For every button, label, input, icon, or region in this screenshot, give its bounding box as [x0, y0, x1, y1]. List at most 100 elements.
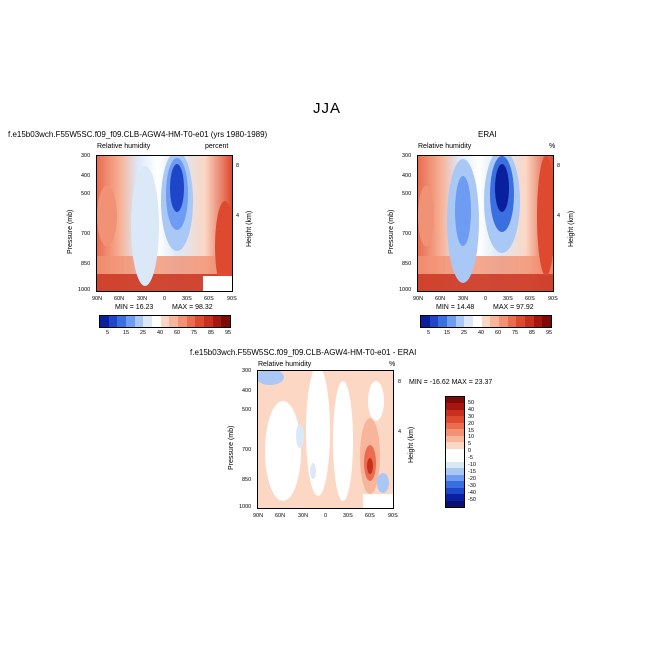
- p1-xtick: 60S: [204, 296, 214, 302]
- panel-obs-title: ERAI: [478, 130, 497, 139]
- panel-model-min: MIN = 16.23: [115, 304, 154, 311]
- p3-xtick: 0: [324, 513, 328, 519]
- panel-model-variable: Relative humidity: [97, 143, 151, 150]
- p3-cb-label: 30: [468, 414, 475, 420]
- p3-cb-label: 10: [468, 434, 475, 440]
- p3-xtick: 60N: [275, 513, 286, 519]
- panel-diff-plot: [257, 370, 394, 509]
- p3-cb-label: -30: [468, 483, 476, 489]
- p3-cb-label: 5: [468, 441, 472, 447]
- panel-obs-colorbar: [420, 315, 552, 328]
- p3-ytick: 700: [242, 447, 252, 453]
- panel-obs-min: MIN = 14.48: [436, 304, 475, 311]
- p1-ytick: 1000: [78, 287, 91, 293]
- p2-xtick: 30N: [458, 296, 469, 302]
- p3-xtick: 90S: [388, 513, 398, 519]
- panel-obs-field: [418, 156, 553, 291]
- p3-cb-label: -10: [468, 462, 476, 468]
- p3-ytick: 1000: [239, 504, 252, 510]
- p3-cb-label: 40: [468, 407, 475, 413]
- p1-xtick: 60N: [114, 296, 125, 302]
- panel-diff-minmax: MIN = -16.62 MAX = 23.37: [409, 379, 493, 386]
- panel-model-ylabel: Pressure (mb): [67, 209, 74, 254]
- p2-y2tick: 4: [557, 213, 561, 219]
- panel-model-field: [97, 156, 232, 291]
- panel-model-plot: [96, 155, 233, 292]
- panel-obs-variable: Relative humidity: [418, 143, 472, 150]
- p1-xtick: 30S: [182, 296, 192, 302]
- panel-obs-ylabel: Pressure (mb): [388, 209, 395, 254]
- p3-y2tick: 8: [398, 379, 402, 385]
- p1-cb-label: 40: [157, 330, 164, 336]
- p1-cb-label: 60: [174, 330, 181, 336]
- p1-xtick: 0: [163, 296, 167, 302]
- p1-cb-label: 15: [123, 330, 130, 336]
- panel-obs-max: MAX = 97.92: [493, 304, 534, 311]
- panel-model-max: MAX = 98.32: [172, 304, 213, 311]
- p2-ytick: 700: [402, 231, 412, 237]
- p3-ytick: 400: [242, 388, 252, 394]
- panel-model-title: f.e15b03wch.F55W5SC.f09_f09.CLB-AGW4-HM-…: [8, 130, 268, 139]
- p2-xtick: 60S: [525, 296, 535, 302]
- p2-ytick: 850: [402, 261, 412, 267]
- panel-model-y2label: Height (km): [246, 210, 253, 247]
- panel-diff-y2label: Height (km): [408, 426, 415, 463]
- p1-cb-label: 85: [208, 330, 215, 336]
- p3-cb-label: 15: [468, 428, 475, 434]
- p3-ytick: 500: [242, 407, 252, 413]
- p2-xtick: 30S: [503, 296, 513, 302]
- p3-xtick: 30N: [298, 513, 309, 519]
- p3-cb-label: 20: [468, 421, 475, 427]
- p1-y2tick: 8: [236, 163, 240, 169]
- p3-cb-label: -15: [468, 469, 476, 475]
- p2-xtick: 90N: [413, 296, 424, 302]
- p2-cb-label: 25: [461, 330, 468, 336]
- p3-cb-label: -40: [468, 490, 476, 496]
- p1-ytick: 850: [81, 261, 91, 267]
- panel-diff-variable: Relative humidity: [258, 361, 312, 368]
- panel-model-units: percent: [205, 143, 229, 150]
- p2-xtick: 90S: [548, 296, 558, 302]
- panel-diff-title: f.e15b03wch.F55W5SC.f09_f09.CLB-AGW4-HM-…: [190, 348, 417, 357]
- p3-ytick: 300: [242, 368, 252, 374]
- p2-ytick: 1000: [399, 287, 412, 293]
- p1-xtick: 30N: [137, 296, 148, 302]
- p3-y2tick: 4: [398, 429, 402, 435]
- p2-cb-label: 5: [427, 330, 431, 336]
- p1-y2tick: 4: [236, 213, 240, 219]
- p2-xtick: 60N: [435, 296, 446, 302]
- panel-obs-units: %: [549, 143, 556, 150]
- p1-ytick: 700: [81, 231, 91, 237]
- panel-obs-y2label: Height (km): [568, 210, 575, 247]
- p2-ytick: 400: [402, 173, 412, 179]
- p1-cb-label: 5: [106, 330, 110, 336]
- p1-ytick: 400: [81, 173, 91, 179]
- p3-xtick: 30S: [343, 513, 353, 519]
- p3-xtick: 60S: [365, 513, 375, 519]
- p1-cb-label: 25: [140, 330, 147, 336]
- p1-cb-label: 95: [225, 330, 232, 336]
- p2-cb-label: 15: [444, 330, 451, 336]
- panel-model-colorbar: [99, 315, 231, 328]
- p3-ytick: 850: [242, 477, 252, 483]
- panel-diff-units: %: [389, 361, 396, 368]
- panel-diff-field: [258, 371, 393, 508]
- p2-cb-label: 60: [495, 330, 502, 336]
- season-title: JJA: [312, 100, 341, 117]
- p2-ytick: 500: [402, 191, 412, 197]
- p2-cb-label: 95: [546, 330, 553, 336]
- panel-diff-ylabel: Pressure (mb): [228, 425, 235, 470]
- p2-cb-label: 75: [512, 330, 519, 336]
- p3-cb-label: 0: [468, 448, 472, 454]
- p3-cb-label: -5: [468, 455, 473, 461]
- p1-ytick: 300: [81, 153, 91, 159]
- p3-xtick: 90N: [253, 513, 264, 519]
- p2-cb-label: 40: [478, 330, 485, 336]
- p1-cb-label: 75: [191, 330, 198, 336]
- p1-xtick: 90N: [92, 296, 103, 302]
- p3-cb-label: -20: [468, 476, 476, 482]
- p2-y2tick: 8: [557, 163, 561, 169]
- p3-cb-label: -50: [468, 497, 476, 503]
- p2-xtick: 0: [484, 296, 488, 302]
- p1-ytick: 500: [81, 191, 91, 197]
